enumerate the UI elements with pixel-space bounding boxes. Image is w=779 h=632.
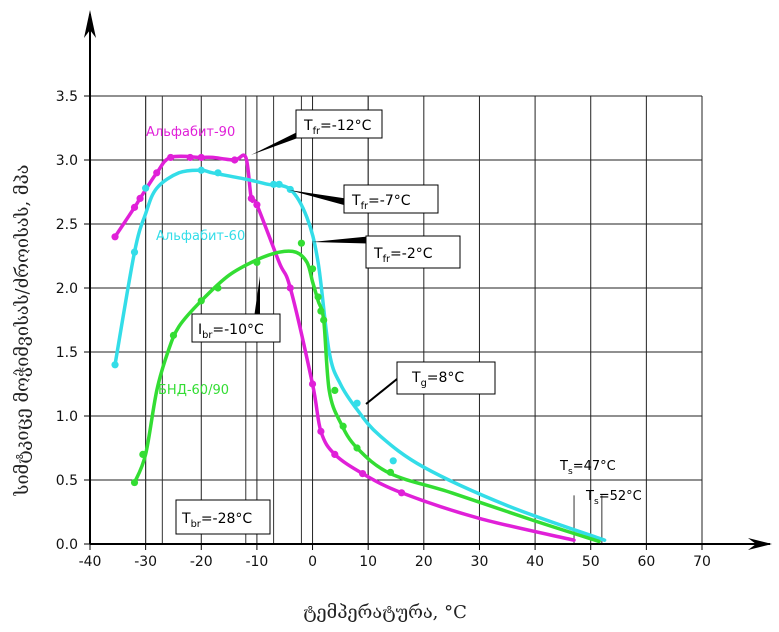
data-point — [317, 427, 325, 435]
data-point — [136, 194, 144, 202]
y-tick-label: 1.5 — [56, 345, 78, 361]
annotation-tfr7: Tfr=-7°C — [351, 193, 411, 212]
annotation-tfr12: Tfr=-12°C — [303, 118, 372, 137]
y-tick-label: 3.5 — [56, 89, 78, 105]
annotation-tfr7-box — [343, 184, 439, 214]
pointer-tfr2 — [312, 236, 369, 244]
y-tick-label: 2.0 — [56, 281, 78, 297]
data-point — [197, 166, 205, 174]
data-point — [197, 153, 205, 162]
data-point — [139, 450, 147, 458]
axes — [84, 10, 772, 550]
data-point — [111, 233, 119, 241]
data-point — [231, 156, 239, 164]
data-point — [359, 470, 367, 478]
data-point — [270, 180, 278, 188]
y-axis-arrowhead — [84, 10, 96, 38]
data-point — [275, 180, 283, 188]
pointer-tg8 — [365, 378, 398, 405]
data-point — [353, 444, 361, 452]
series-label-bnd-60-90: БНД-60/90 — [158, 383, 229, 398]
data-point — [308, 380, 317, 388]
y-tick-label: 2.5 — [56, 217, 78, 233]
data-point — [247, 194, 255, 202]
series-line-1 — [113, 168, 607, 542]
data-point — [253, 258, 261, 266]
data-point — [197, 297, 205, 305]
annotation-pointers — [251, 131, 398, 405]
data-point — [397, 489, 406, 497]
x-tick-label: 20 — [415, 554, 433, 570]
y-tick-label: 0.0 — [56, 537, 78, 553]
annotation-ibr10: Ibr=-10°C — [198, 322, 264, 341]
data-point — [297, 239, 306, 247]
pointer-ibr10 — [254, 276, 260, 319]
data-point — [111, 361, 119, 369]
data-point — [214, 284, 222, 292]
data-point — [317, 307, 325, 315]
data-point — [130, 203, 139, 211]
series-markers — [111, 153, 406, 497]
data-point — [286, 185, 294, 194]
annotation-tg8: Tg=8°C — [411, 370, 464, 389]
data-point — [286, 284, 294, 292]
x-tick-label: -30 — [134, 554, 157, 570]
annotation-ts52: Ts=52°C — [585, 489, 642, 507]
x-tick-label: 50 — [582, 554, 600, 570]
y-axis-label: სიმტკიცე მოჭიმვისას/ძროისას, მპა — [12, 165, 33, 497]
x-axis-arrowhead — [748, 538, 772, 550]
data-point — [153, 169, 161, 177]
data-point — [130, 248, 139, 256]
data-point — [339, 422, 347, 430]
x-tick-label: -20 — [190, 554, 213, 570]
data-point — [314, 293, 322, 301]
data-point — [253, 201, 261, 209]
annotation-tbr28: Tbr=-28°C — [181, 511, 252, 530]
annotation-tfr12-box — [295, 109, 383, 139]
x-tick-label: 60 — [637, 554, 655, 570]
data-point — [308, 265, 317, 273]
annotation-ibr10-box — [191, 313, 281, 343]
annotation-tfr2: Tfr=-2°C — [373, 246, 433, 265]
x-axis-label: ტემპერატურა, °C — [303, 602, 467, 623]
y-tick-label: 3.0 — [56, 153, 78, 169]
x-tick-label: 70 — [693, 554, 711, 570]
reference-lines — [145, 96, 603, 544]
data-point — [142, 184, 150, 192]
series-label-alfabit-90: Альфабит-90 — [146, 125, 235, 140]
x-tick-label: 30 — [471, 554, 489, 570]
y-tick-label: 1.0 — [56, 409, 78, 425]
data-point — [320, 316, 328, 324]
data-point — [389, 457, 397, 465]
annotation-tg8-box — [396, 361, 496, 395]
annotations: Альфабит-90 Альфабит-60 БНД-60/90 Tfr=-1… — [146, 109, 642, 535]
data-point — [169, 331, 178, 339]
x-tick-label: -10 — [245, 554, 268, 570]
pointer-tfr12 — [251, 131, 302, 155]
x-tick-label: 10 — [359, 554, 377, 570]
data-point — [130, 478, 139, 487]
annotation-tfr2-box — [365, 235, 461, 269]
y-tick-labels: 0.0 0.5 1.0 1.5 2.0 2.5 3.0 3.5 — [56, 89, 78, 553]
pointer-tfr7 — [289, 190, 347, 206]
data-point — [331, 450, 339, 458]
data-point — [167, 153, 175, 162]
y-tick-label: 0.5 — [56, 473, 78, 489]
x-tick-label: 40 — [526, 554, 544, 570]
data-point — [186, 153, 194, 162]
x-tick-label: -40 — [79, 554, 102, 570]
data-point — [214, 169, 222, 177]
data-point — [353, 399, 361, 407]
data-point — [386, 468, 395, 476]
x-tick-label: 0 — [308, 554, 317, 570]
data-point — [331, 386, 339, 394]
annotation-tbr28-box — [175, 499, 271, 535]
annotation-ts47: Ts=47°C — [559, 459, 616, 477]
series-label-alfabit-60: Альфабит-60 — [156, 229, 245, 244]
x-tick-labels: -40 -30 -20 -10 0 10 20 30 40 50 60 70 — [79, 554, 711, 570]
